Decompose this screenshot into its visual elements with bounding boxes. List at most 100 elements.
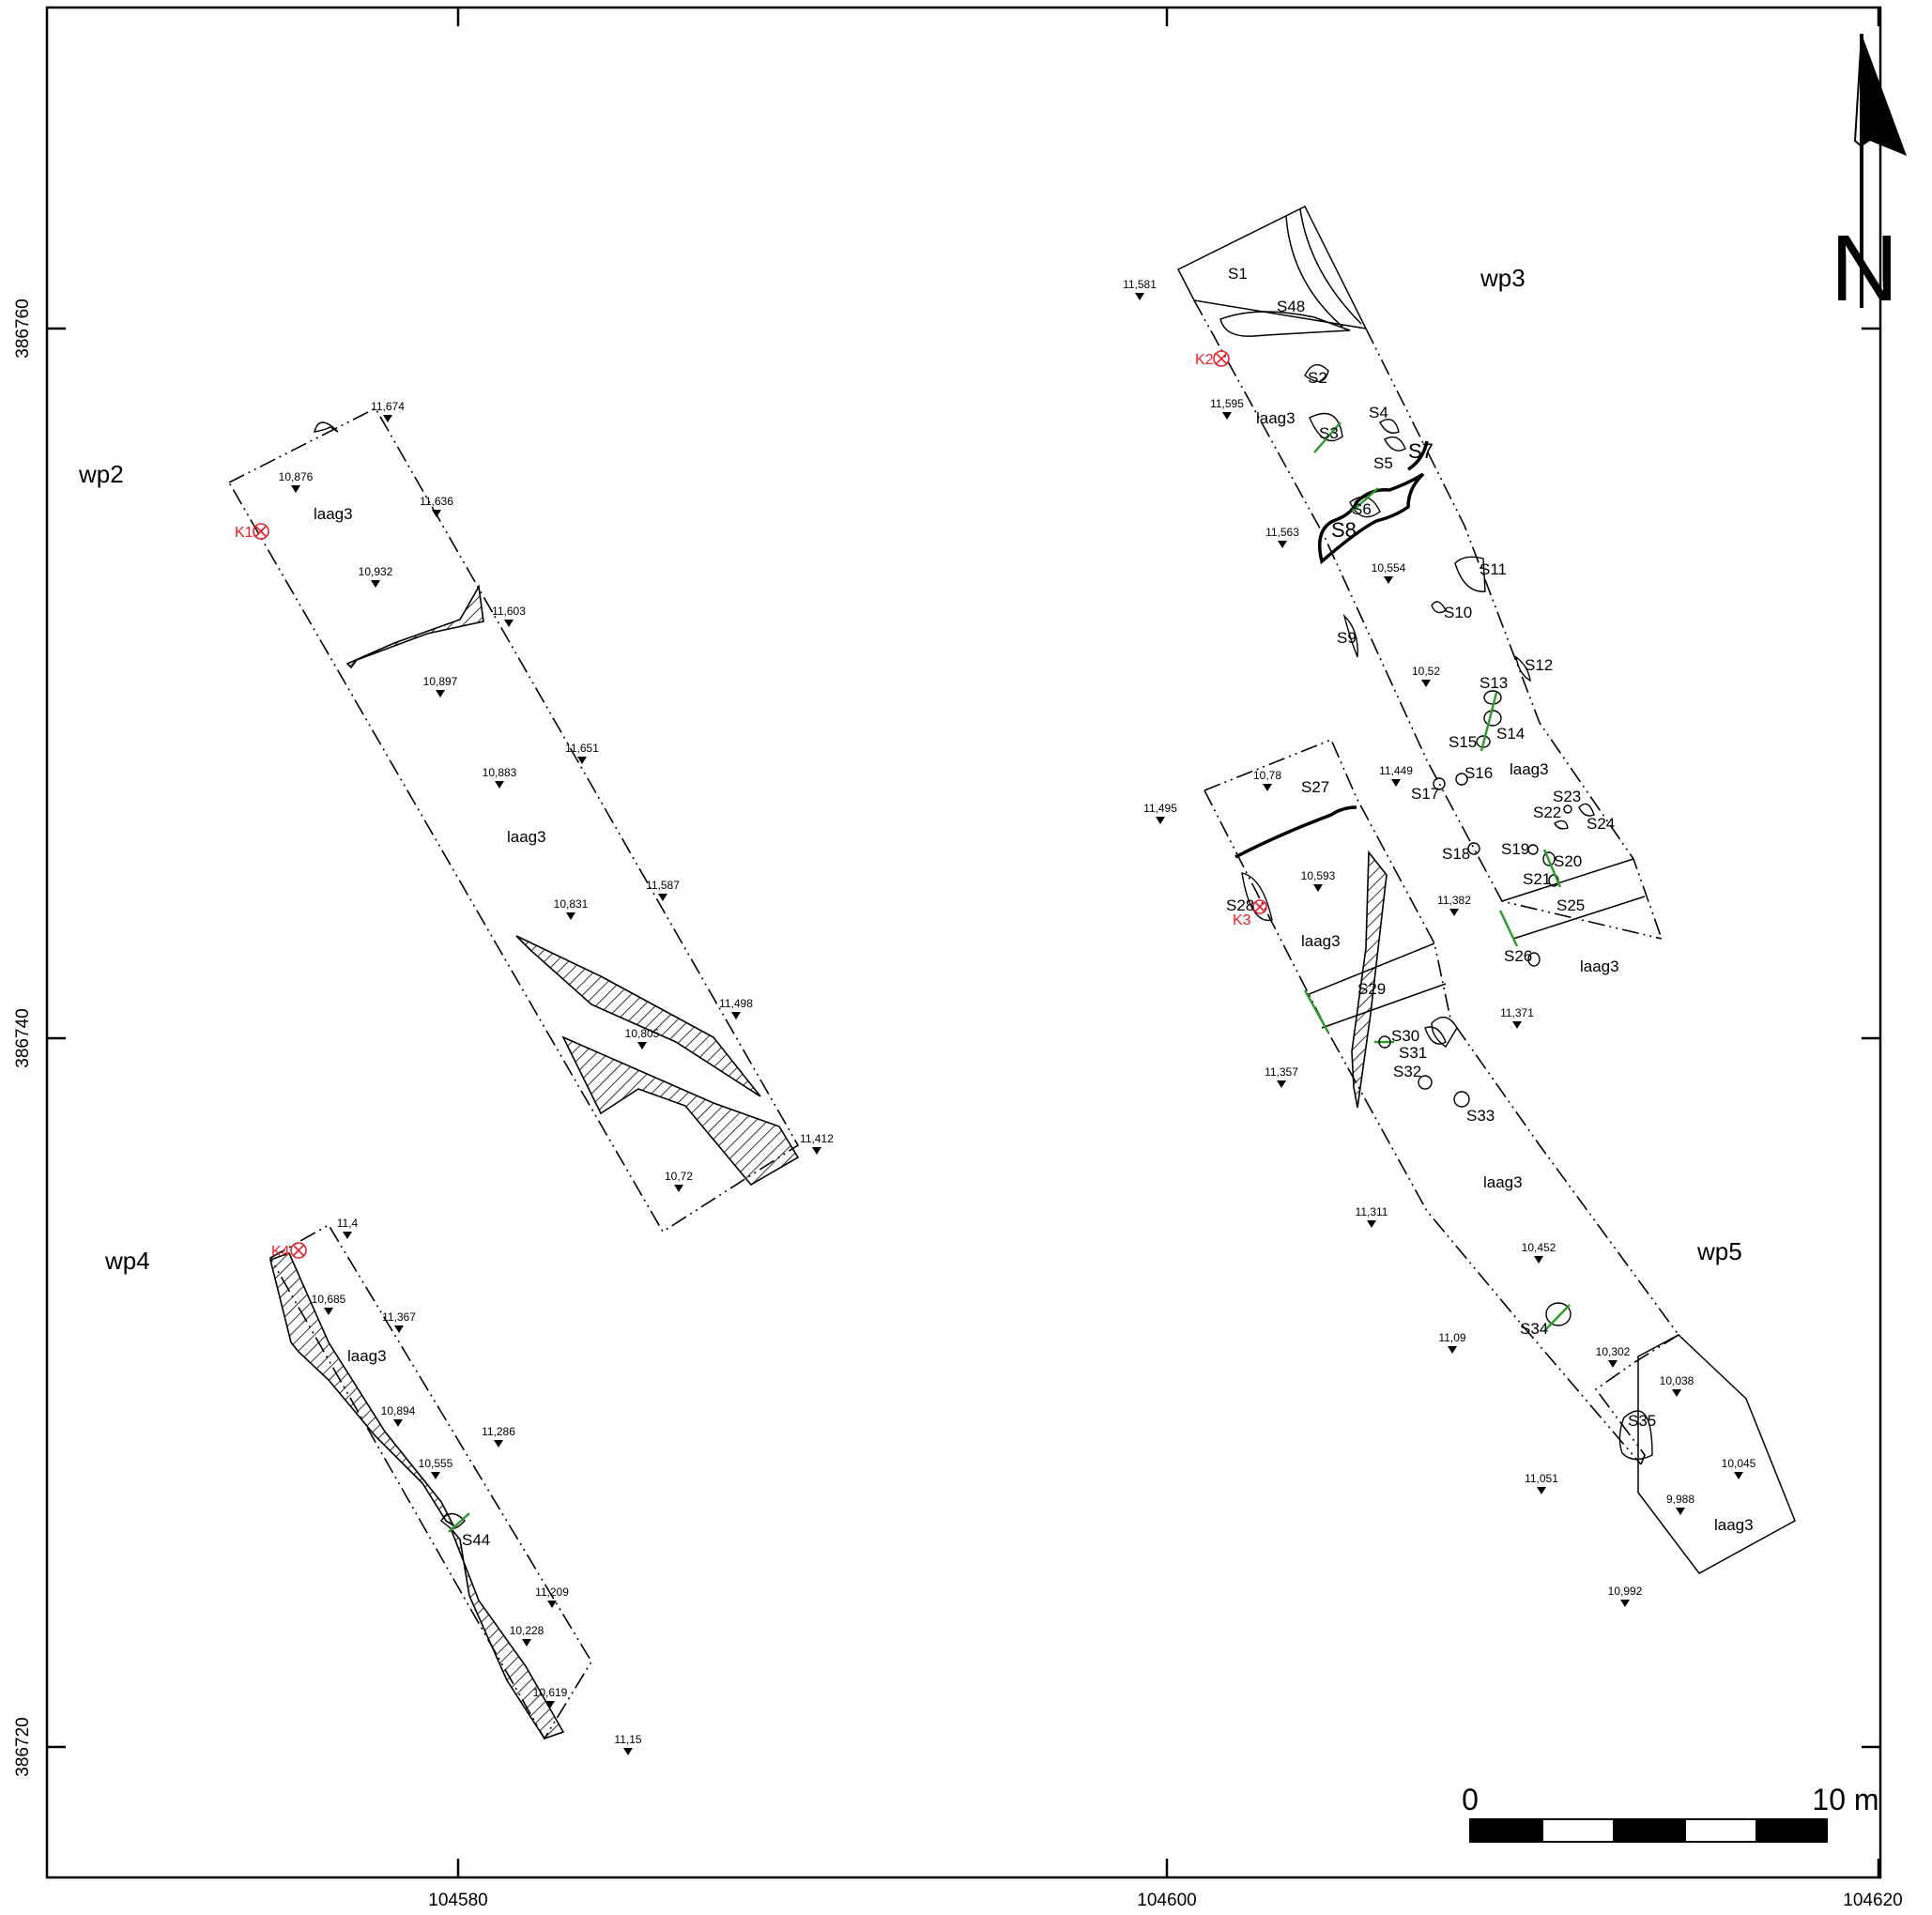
feature-label: S32	[1393, 1063, 1421, 1080]
trench-label-wp5: wp5	[1696, 1237, 1742, 1265]
feature-label: S15	[1449, 733, 1477, 751]
feature-label: S28	[1226, 896, 1254, 914]
elevation-marker	[566, 912, 575, 920]
feature-label: S24	[1587, 815, 1615, 833]
elevation-label: 11,367	[382, 1310, 416, 1324]
elevation-label: 10,554	[1372, 561, 1406, 574]
elevation-marker	[1263, 784, 1272, 791]
elevation-marker	[1620, 1600, 1630, 1607]
elevation-marker	[577, 757, 587, 764]
elevation-label: 9,988	[1666, 1493, 1694, 1506]
feature-label: S20	[1554, 852, 1582, 870]
map-frame	[45, 6, 1882, 1879]
elevation-label: 11,209	[535, 1586, 569, 1599]
elevation-label: 10,78	[1253, 769, 1281, 782]
elevation-label: 10,876	[279, 470, 314, 483]
elevation-label: 10,685	[312, 1293, 346, 1306]
y-tick-label: 386720	[13, 1717, 33, 1776]
elevation-label: 10,045	[1722, 1457, 1756, 1470]
feature-label: S13	[1480, 674, 1508, 692]
elevation-label: 11,412	[800, 1132, 834, 1145]
elevation-label: 11,674	[371, 400, 405, 413]
feature-label: S14	[1496, 725, 1525, 743]
elevation-marker	[1448, 1346, 1457, 1354]
elevation-label: 11,4	[337, 1217, 359, 1230]
elevation-marker	[1608, 1360, 1618, 1368]
feature-label: S27	[1301, 778, 1329, 796]
elevation-marker	[394, 1325, 404, 1333]
layer-label: laag3	[1256, 409, 1296, 427]
trench-wp2	[227, 406, 800, 1233]
elevation-label: 11,636	[420, 495, 453, 508]
elevation-marker	[1449, 909, 1459, 916]
feature-labels: S1 S48 S2 S3 S4 S5 S6 S7 S8 S9 S10 S11 S…	[462, 265, 1656, 1549]
feature-label: S16	[1464, 764, 1493, 782]
elevation-marker	[658, 894, 667, 901]
elevation-marker	[1534, 1256, 1543, 1264]
feature-label: S18	[1442, 845, 1470, 863]
elevation-label: 11,603	[492, 605, 526, 618]
elevation-marker	[291, 485, 300, 493]
elevation-label: 11,581	[1123, 278, 1157, 291]
trench-wp5	[1204, 738, 1796, 1574]
elevation-label: 11,311	[1356, 1205, 1388, 1218]
x-tick-label: 104600	[1137, 1891, 1196, 1910]
elevation-label: 11,587	[646, 879, 680, 892]
elevation-marker	[547, 1601, 557, 1608]
feature-label: S21	[1523, 870, 1551, 888]
elevation-marker	[812, 1147, 821, 1155]
elevation-label: 10,302	[1596, 1345, 1631, 1358]
y-tick-label: 386740	[13, 1008, 33, 1067]
layer-label: laag3	[1483, 1173, 1523, 1191]
scale-bar	[1469, 1818, 1828, 1843]
feature-label: S23	[1553, 788, 1581, 805]
scale-end-label: 10 m	[1812, 1783, 1878, 1816]
elevation-marker	[1676, 1508, 1685, 1515]
borehole-label: K1	[235, 525, 253, 541]
elevation-marker	[1278, 541, 1287, 548]
borehole-label: K3	[1233, 912, 1251, 928]
x-tick-label: 104580	[428, 1891, 487, 1910]
elevation-marker	[637, 1042, 647, 1049]
elevation-label: 11,563	[1265, 526, 1299, 539]
layer-label: laag3	[1714, 1516, 1754, 1534]
layer-label: laag3	[1301, 932, 1341, 950]
elevation-marker	[436, 690, 445, 697]
trench-wp4	[268, 1223, 592, 1740]
trench-label-wp4: wp4	[104, 1247, 150, 1275]
layer-label: laag3	[1510, 760, 1549, 778]
elevation-label: 10,805	[625, 1027, 660, 1040]
elevation-marker	[1313, 884, 1323, 892]
feature-label: S35	[1628, 1412, 1656, 1430]
elevation-label: 10,555	[419, 1457, 453, 1470]
feature-label: S10	[1444, 604, 1472, 621]
layer-label: laag3	[347, 1347, 387, 1365]
elevation-label: 11,651	[565, 742, 599, 755]
layer-label: laag3	[314, 505, 353, 523]
elevation-marker	[383, 415, 392, 422]
feature-label: S6	[1352, 500, 1372, 518]
elevation-label: 10,619	[533, 1686, 568, 1699]
elevation-label: 10,897	[423, 675, 458, 688]
elevation-marker	[674, 1185, 683, 1192]
feature-label: S12	[1525, 656, 1553, 674]
x-tick-label: 104620	[1843, 1891, 1902, 1910]
trench-wp3	[1176, 205, 1663, 967]
feature-label: S3	[1319, 424, 1339, 442]
elevation-marker	[371, 580, 380, 588]
feature-label: S25	[1556, 896, 1585, 914]
elevation-marker	[1367, 1220, 1376, 1228]
elevation-label: 11,371	[1500, 1006, 1534, 1019]
feature-label: S2	[1308, 369, 1327, 387]
elevation-marker	[1277, 1080, 1286, 1088]
elevation-marker	[731, 1012, 741, 1019]
feature-label: S29	[1357, 980, 1386, 998]
north-arrow-icon	[1853, 33, 1907, 308]
elevation-marker	[324, 1308, 333, 1315]
elevation-label: 10,932	[359, 565, 393, 578]
elevation-label: 11,449	[1379, 764, 1413, 777]
elevation-label: 10,228	[510, 1624, 544, 1637]
elevation-label: 11,09	[1438, 1331, 1465, 1344]
feature-label: S30	[1391, 1027, 1419, 1045]
